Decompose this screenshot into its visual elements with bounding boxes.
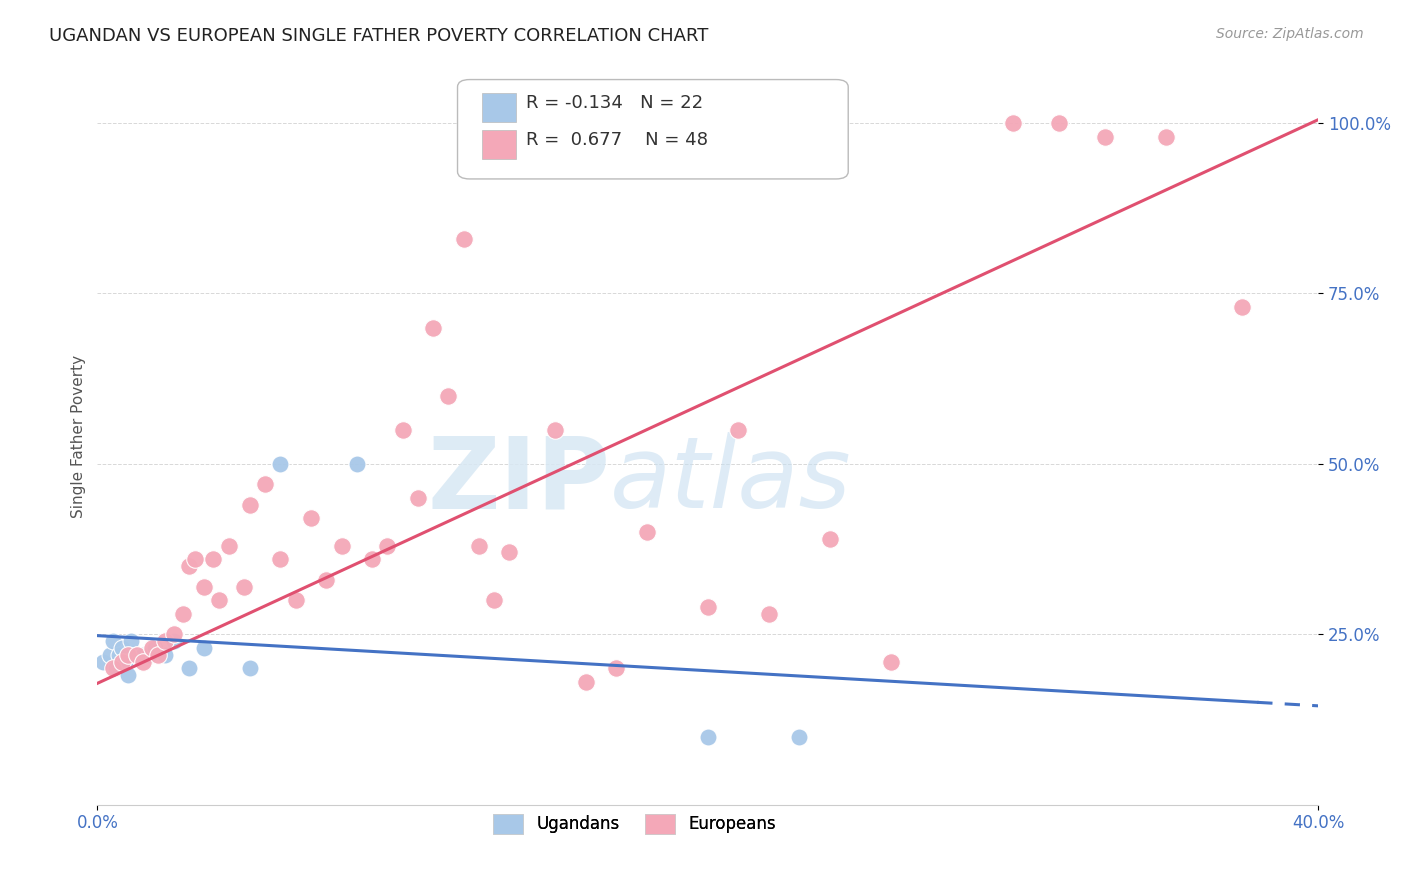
Point bbox=[346, 457, 368, 471]
FancyBboxPatch shape bbox=[482, 93, 516, 122]
Point bbox=[789, 730, 811, 744]
Point bbox=[98, 648, 121, 662]
Point bbox=[361, 552, 384, 566]
Text: R = -0.134   N = 22: R = -0.134 N = 22 bbox=[526, 95, 703, 112]
Point bbox=[375, 539, 398, 553]
Text: Source: ZipAtlas.com: Source: ZipAtlas.com bbox=[1216, 27, 1364, 41]
Point bbox=[299, 511, 322, 525]
Point bbox=[202, 552, 225, 566]
Point bbox=[284, 593, 307, 607]
Point bbox=[104, 661, 127, 675]
Point bbox=[1094, 129, 1116, 144]
Point bbox=[143, 640, 166, 655]
Point bbox=[482, 593, 505, 607]
Point bbox=[132, 648, 155, 662]
Point bbox=[696, 599, 718, 614]
Point bbox=[125, 648, 148, 662]
Point bbox=[453, 232, 475, 246]
Point bbox=[575, 675, 598, 690]
Point bbox=[184, 552, 207, 566]
Point bbox=[153, 648, 176, 662]
Point bbox=[330, 539, 353, 553]
Point bbox=[114, 655, 136, 669]
Point bbox=[1230, 300, 1253, 314]
Y-axis label: Single Father Poverty: Single Father Poverty bbox=[72, 355, 86, 518]
Point bbox=[818, 532, 841, 546]
Point bbox=[193, 640, 215, 655]
Point bbox=[468, 539, 491, 553]
Point bbox=[177, 661, 200, 675]
Point bbox=[111, 655, 134, 669]
Point bbox=[163, 627, 186, 641]
Point bbox=[138, 648, 160, 662]
Point bbox=[177, 559, 200, 574]
Point bbox=[239, 661, 262, 675]
Point bbox=[269, 552, 291, 566]
Point bbox=[125, 648, 148, 662]
Point bbox=[636, 524, 658, 539]
Point bbox=[1002, 116, 1025, 130]
Point bbox=[239, 498, 262, 512]
Point bbox=[163, 634, 186, 648]
Text: ZIP: ZIP bbox=[427, 433, 610, 529]
Point bbox=[153, 634, 176, 648]
Point bbox=[758, 607, 780, 621]
Point bbox=[406, 491, 429, 505]
Point bbox=[193, 580, 215, 594]
Point bbox=[1047, 116, 1070, 130]
Point bbox=[391, 423, 413, 437]
Point bbox=[141, 640, 163, 655]
Point bbox=[422, 320, 444, 334]
Point bbox=[1154, 129, 1177, 144]
Point bbox=[132, 655, 155, 669]
Point bbox=[218, 539, 240, 553]
Point bbox=[498, 545, 520, 559]
Point bbox=[880, 655, 903, 669]
Text: UGANDAN VS EUROPEAN SINGLE FATHER POVERTY CORRELATION CHART: UGANDAN VS EUROPEAN SINGLE FATHER POVERT… bbox=[49, 27, 709, 45]
FancyBboxPatch shape bbox=[457, 79, 848, 179]
Point bbox=[107, 648, 129, 662]
Point bbox=[117, 668, 139, 682]
Point bbox=[208, 593, 231, 607]
Point bbox=[605, 661, 627, 675]
Point bbox=[111, 640, 134, 655]
Point bbox=[232, 580, 254, 594]
Point bbox=[172, 607, 194, 621]
Point bbox=[120, 634, 142, 648]
Point bbox=[437, 389, 460, 403]
Point bbox=[544, 423, 567, 437]
Point bbox=[101, 661, 124, 675]
Text: atlas: atlas bbox=[610, 433, 852, 529]
Legend: Ugandans, Europeans: Ugandans, Europeans bbox=[486, 807, 783, 840]
Point bbox=[269, 457, 291, 471]
Point bbox=[727, 423, 749, 437]
Point bbox=[117, 648, 139, 662]
Point bbox=[696, 730, 718, 744]
Point bbox=[101, 634, 124, 648]
Point bbox=[148, 648, 170, 662]
Point bbox=[93, 655, 115, 669]
FancyBboxPatch shape bbox=[482, 129, 516, 159]
Text: R =  0.677    N = 48: R = 0.677 N = 48 bbox=[526, 131, 707, 149]
Point bbox=[315, 573, 337, 587]
Point bbox=[254, 477, 277, 491]
